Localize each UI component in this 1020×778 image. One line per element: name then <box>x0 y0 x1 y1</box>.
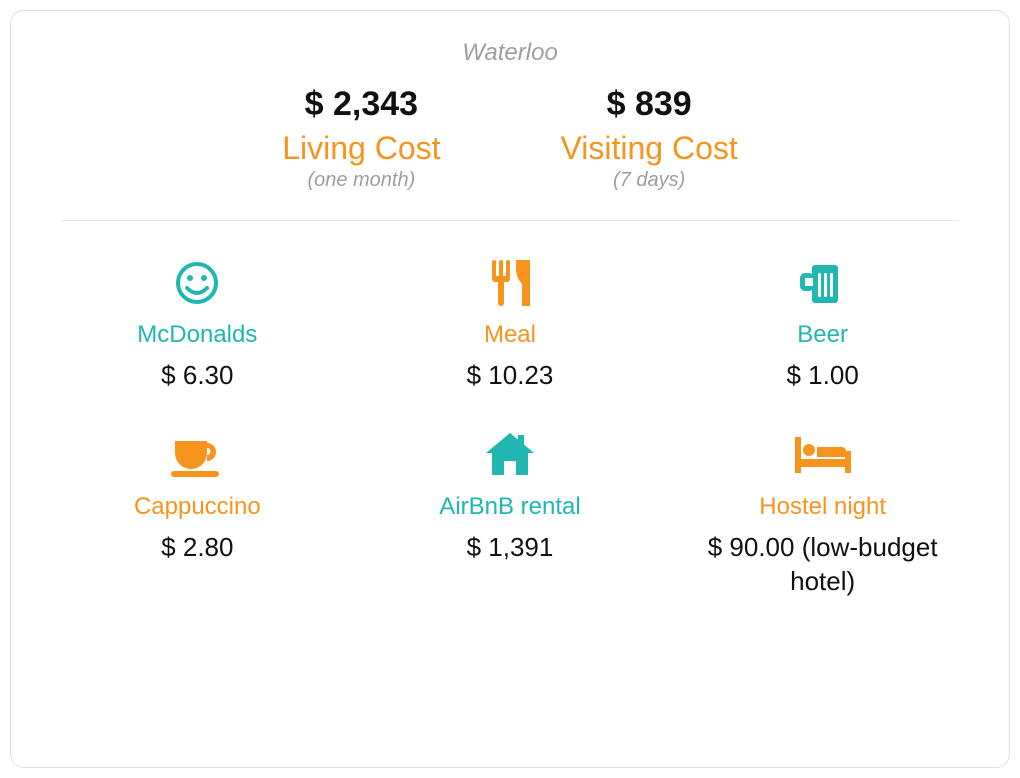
items-grid: McDonalds $ 6.30 Meal $ 10.23 <box>51 255 969 598</box>
living-cost-amount: $ 2,343 <box>282 85 440 124</box>
item-label: Beer <box>696 321 949 349</box>
beer-icon <box>696 255 949 311</box>
home-icon <box>384 427 637 483</box>
visiting-cost-amount: $ 839 <box>561 85 738 124</box>
item-mcdonalds: McDonalds $ 6.30 <box>51 255 344 393</box>
smile-icon <box>71 255 324 311</box>
item-label: Cappuccino <box>71 493 324 521</box>
visiting-cost-block: $ 839 Visiting Cost (7 days) <box>561 85 738 192</box>
city-name: Waterloo <box>51 39 969 67</box>
item-price: $ 1.00 <box>696 359 949 393</box>
summary-row: $ 2,343 Living Cost (one month) $ 839 Vi… <box>51 85 969 192</box>
meal-icon <box>384 255 637 311</box>
living-cost-block: $ 2,343 Living Cost (one month) <box>282 85 440 192</box>
item-price: $ 6.30 <box>71 359 324 393</box>
item-price: $ 1,391 <box>384 531 637 565</box>
divider <box>61 220 959 221</box>
visiting-cost-label: Visiting Cost <box>561 130 738 167</box>
item-label: McDonalds <box>71 321 324 349</box>
living-cost-sub: (one month) <box>282 169 440 192</box>
cost-card: Waterloo $ 2,343 Living Cost (one month)… <box>10 10 1010 768</box>
item-hostel: Hostel night $ 90.00 (low-budget hotel) <box>676 427 969 599</box>
living-cost-label: Living Cost <box>282 130 440 167</box>
item-label: Hostel night <box>696 493 949 521</box>
bed-icon <box>696 427 949 483</box>
visiting-cost-sub: (7 days) <box>561 169 738 192</box>
item-price: $ 2.80 <box>71 531 324 565</box>
coffee-icon <box>71 427 324 483</box>
item-cappuccino: Cappuccino $ 2.80 <box>51 427 344 599</box>
item-beer: Beer $ 1.00 <box>676 255 969 393</box>
item-meal: Meal $ 10.23 <box>364 255 657 393</box>
item-label: Meal <box>384 321 637 349</box>
item-price: $ 10.23 <box>384 359 637 393</box>
item-price: $ 90.00 (low-budget hotel) <box>696 531 949 599</box>
item-airbnb: AirBnB rental $ 1,391 <box>364 427 657 599</box>
item-label: AirBnB rental <box>384 493 637 521</box>
